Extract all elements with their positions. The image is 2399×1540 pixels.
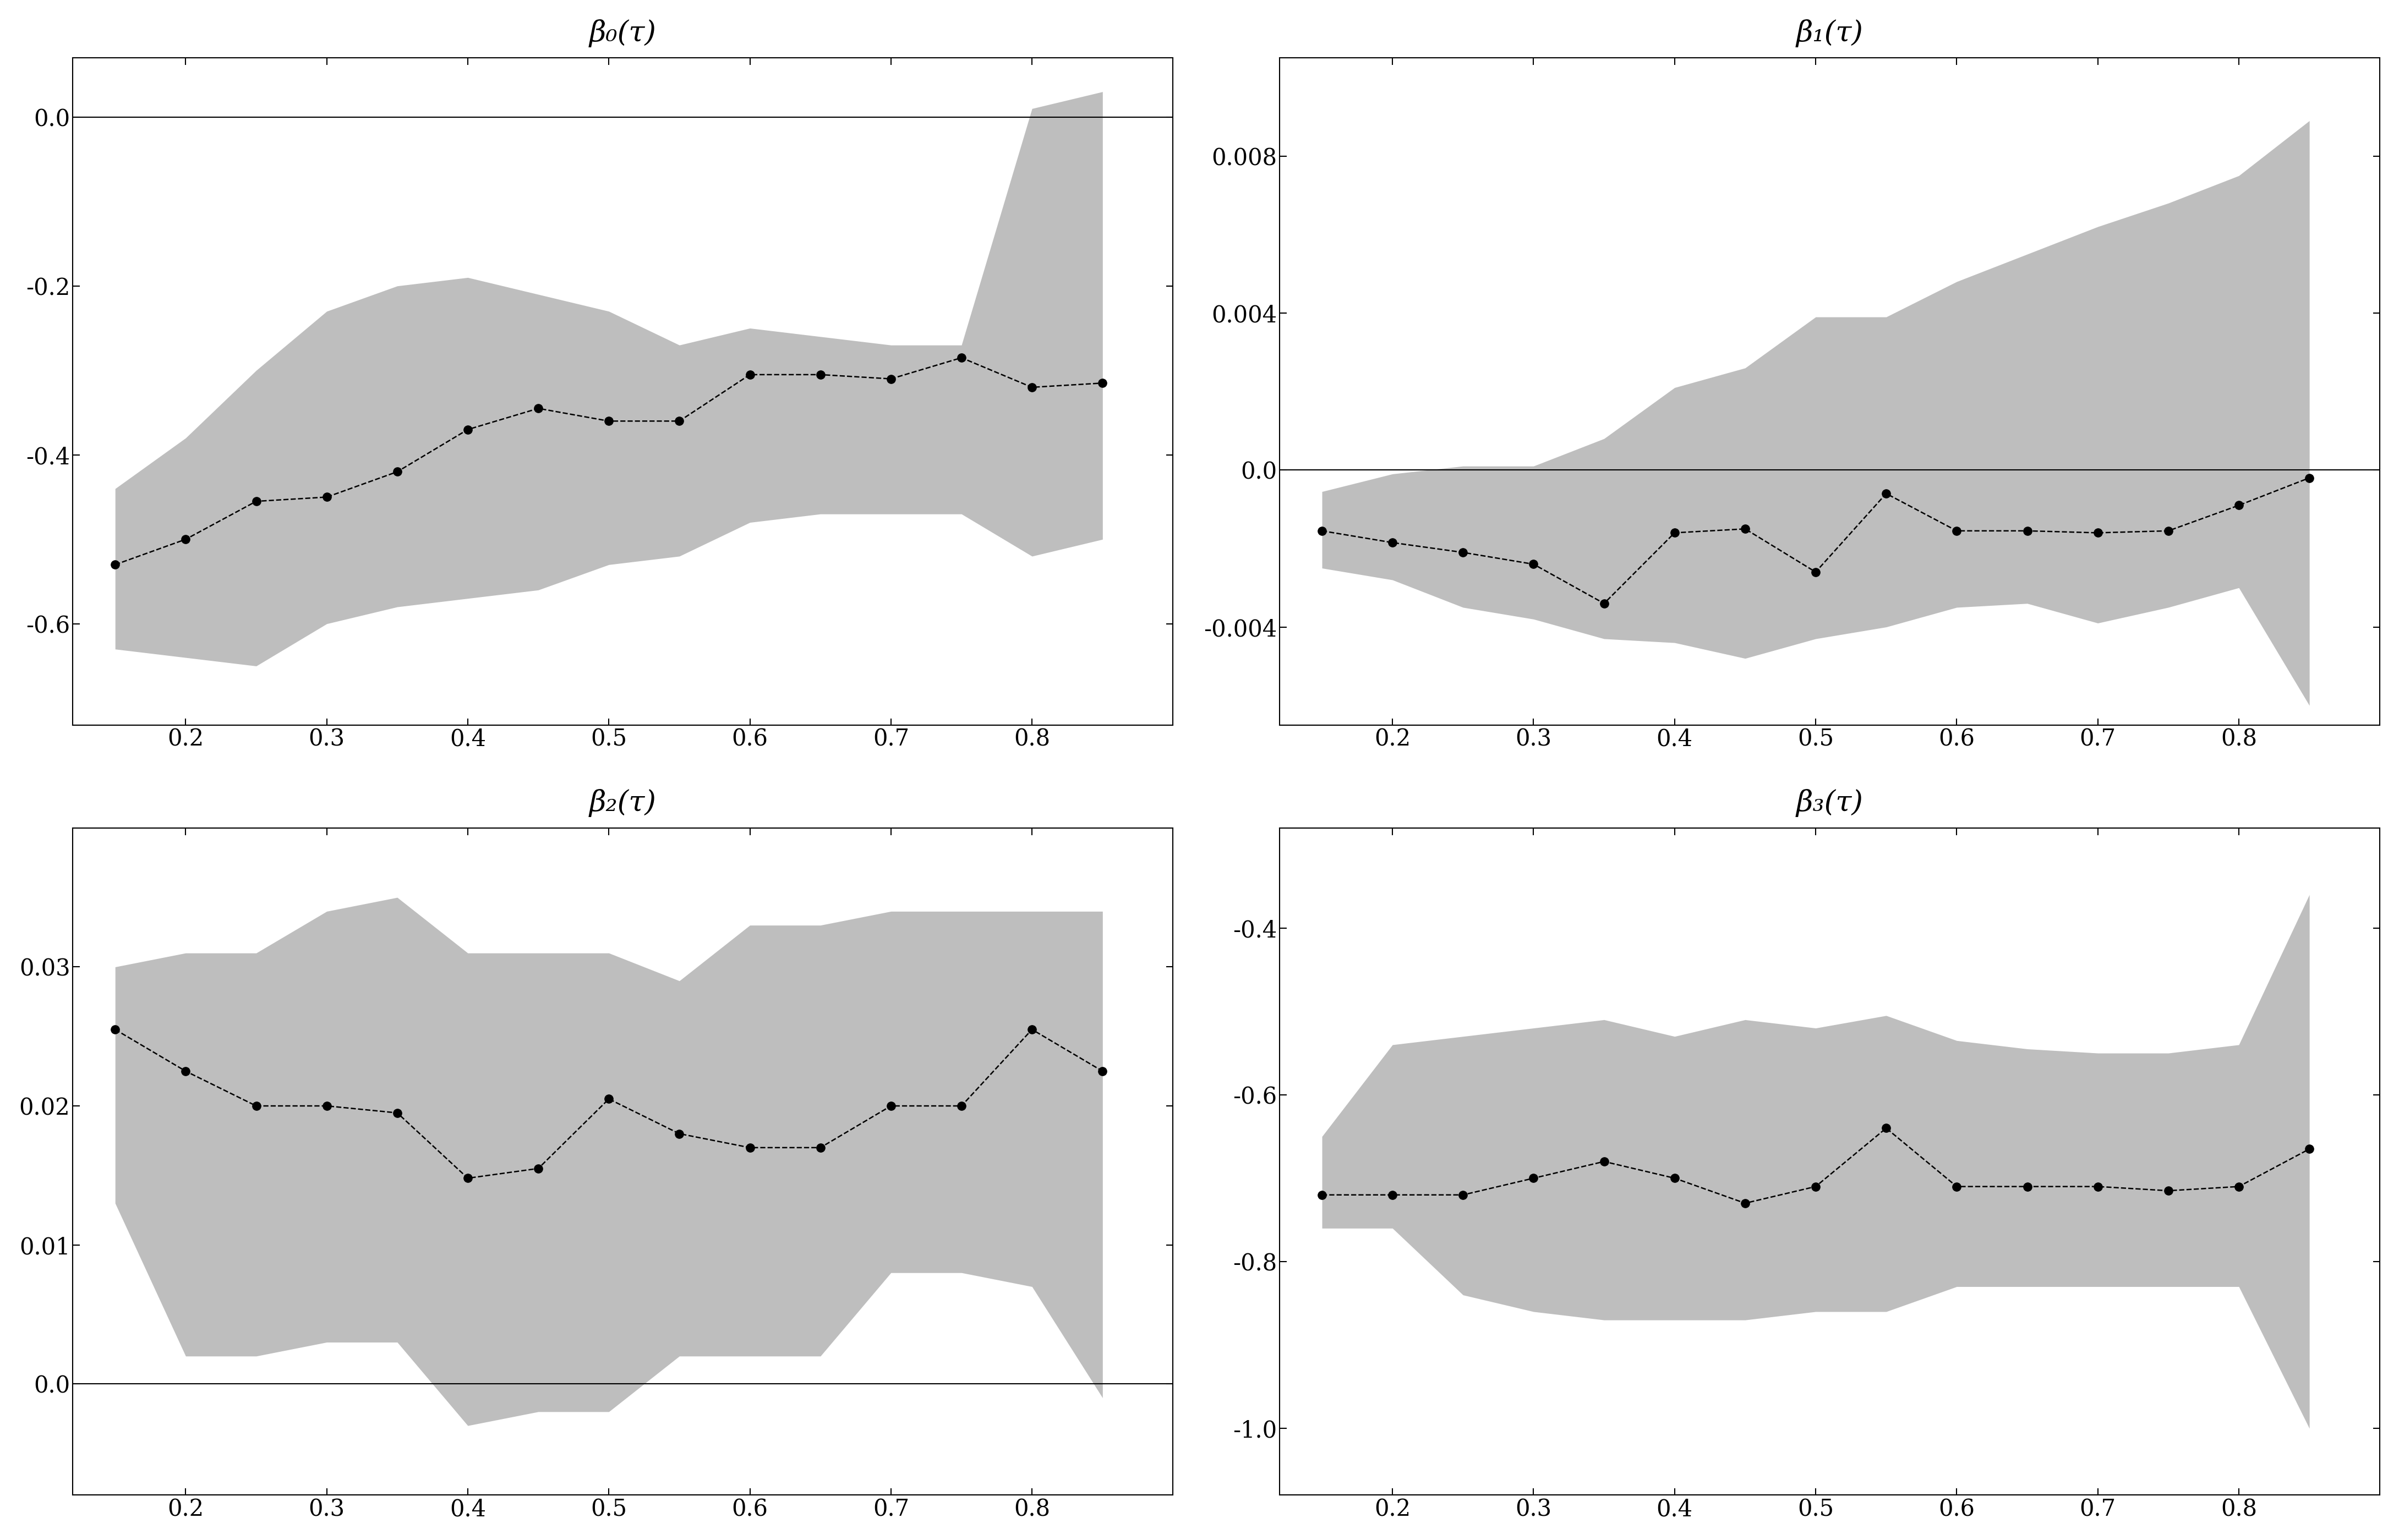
Title: β₁(τ): β₁(τ): [1797, 18, 1864, 48]
Title: β₀(τ): β₀(τ): [590, 18, 657, 48]
Title: β₂(τ): β₂(τ): [590, 788, 657, 818]
Title: β₃(τ): β₃(τ): [1797, 788, 1864, 818]
